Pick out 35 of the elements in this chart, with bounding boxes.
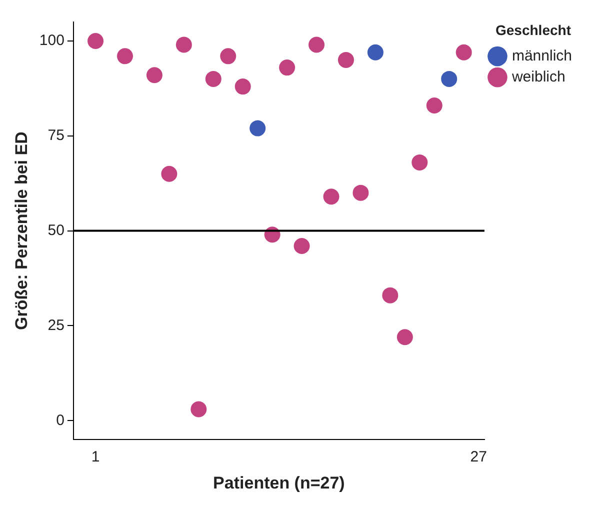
legend-title: Geschlecht (495, 22, 572, 38)
point (396, 329, 413, 346)
point (220, 48, 236, 64)
point (190, 401, 207, 418)
point (146, 67, 162, 84)
point (176, 36, 192, 53)
y-tick-label: 75 (48, 127, 64, 144)
point (382, 287, 398, 304)
point (323, 188, 340, 205)
point (294, 238, 310, 254)
legend-label: männlich (512, 47, 572, 64)
legend-label: weiblich (510, 68, 566, 86)
y-tick-label: 25 (48, 316, 64, 334)
x-tick-label: 1 (91, 448, 100, 466)
y-tick-label: 50 (48, 222, 64, 239)
point (426, 98, 442, 114)
point (205, 70, 222, 87)
x-tick-label: 27 (470, 448, 487, 466)
y-axis-title: Größe: Perzentile bei ED (12, 132, 31, 330)
point (250, 120, 266, 136)
point (456, 44, 472, 60)
point (161, 166, 178, 182)
point (279, 60, 296, 76)
point (441, 70, 458, 87)
point (352, 184, 369, 201)
point (338, 52, 354, 68)
point (367, 44, 384, 60)
x-axis-title: Patienten (n=27) (213, 473, 345, 492)
point (88, 32, 104, 49)
point (412, 154, 428, 170)
point (234, 78, 251, 95)
point (116, 48, 133, 64)
point (308, 36, 325, 53)
y-tick-label: 0 (56, 412, 64, 429)
y-tick-label: 100 (39, 32, 64, 50)
